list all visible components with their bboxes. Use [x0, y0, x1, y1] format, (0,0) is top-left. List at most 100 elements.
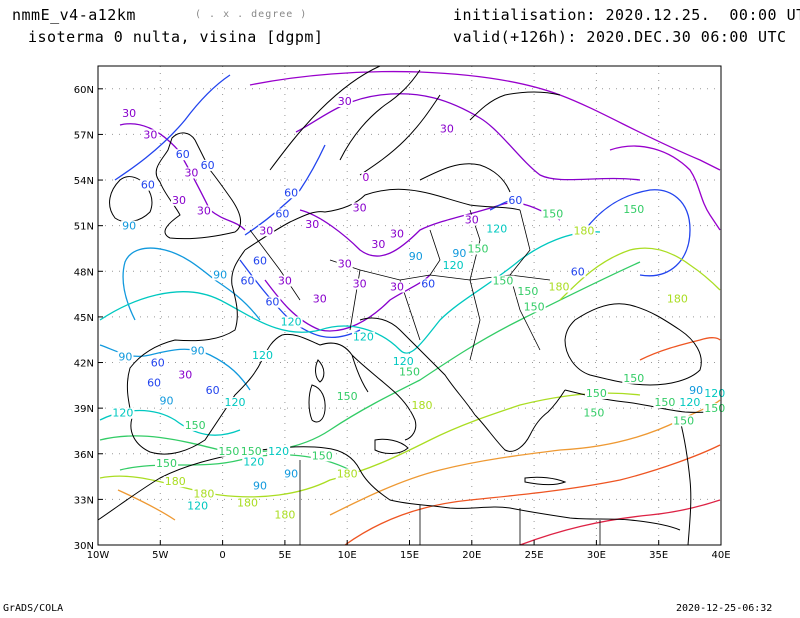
contour-label: 60: [265, 296, 279, 309]
contour-label: 30: [278, 274, 292, 287]
map-frame-bg: [98, 66, 721, 545]
valid-time: valid(+126h): 2020.DEC.30 06:00 UTC: [453, 28, 787, 46]
coast-norway: [269, 65, 421, 171]
contour-label-bg: [582, 407, 606, 419]
contour-label: 120: [443, 259, 464, 272]
contour-label-bg: [304, 219, 321, 231]
lat-tick-label: 30N: [74, 541, 94, 552]
lon-tick-label: 0: [219, 550, 225, 561]
contour-label-bg: [139, 179, 156, 191]
lat-tick-label: 51N: [74, 222, 94, 233]
contour-label: 180: [549, 281, 570, 294]
contour-label-bg: [121, 108, 138, 120]
contour-label-bg: [239, 275, 256, 287]
lon-tick-label: 5W: [152, 550, 168, 561]
contour-label-bg: [335, 468, 359, 480]
contour-label: 150: [492, 274, 513, 287]
contour-label: 150: [468, 243, 489, 256]
contour-label: 120: [486, 223, 507, 236]
contour-label-bg: [672, 415, 696, 427]
contour-label-bg: [351, 202, 368, 214]
contour-30-alps: [264, 274, 431, 332]
contour-label-bg: [251, 480, 268, 492]
axis-tick-labels: 10W 5W 0 5E 10E 15E 20E 25E 30E 35E 40E 60N 57N 54N 51…: [74, 85, 731, 561]
contour-label-bg: [516, 286, 540, 298]
contour-label-bg: [336, 258, 353, 270]
contour-label-bg: [142, 129, 159, 141]
contour-label: 90: [452, 247, 466, 260]
contour-label-bg: [351, 278, 368, 290]
contour-label: 120: [225, 396, 246, 409]
contour-label: 90: [122, 220, 136, 233]
contour-label-bg: [622, 372, 646, 384]
contour-label-bg: [451, 248, 468, 260]
contour-label-bg: [441, 260, 465, 272]
lon-tick-label: 10E: [338, 550, 357, 561]
coast-finland: [469, 91, 561, 121]
contour-label: 120: [252, 349, 273, 362]
contour-label-bg: [111, 407, 135, 419]
contour-label: 180: [337, 468, 358, 481]
coast-levant: [679, 419, 692, 546]
contour-label: 150: [542, 208, 563, 221]
contour-label-bg: [264, 296, 281, 308]
contour-label: 120: [268, 445, 289, 458]
contour-label: 90: [409, 250, 423, 263]
contour-label: 180: [237, 496, 258, 509]
contour-label-bg: [491, 275, 515, 287]
contour-label: 30: [143, 128, 157, 141]
contour-label: 60: [241, 274, 255, 287]
projection-note: ( . x . degree ): [195, 9, 308, 20]
field-title: isoterma 0 nulta, visina [dgpm]: [28, 28, 324, 46]
coast-black-sea: [564, 303, 702, 386]
contour-label-bg: [170, 194, 187, 206]
contour-label: 30: [353, 277, 367, 290]
contour-label-bg: [155, 457, 179, 469]
contour-label: 180: [165, 475, 186, 488]
contour-label: 150: [704, 402, 725, 415]
contour-label: 180: [573, 224, 594, 237]
contour-label-bg: [146, 377, 163, 389]
contour-240: [344, 444, 721, 546]
contour-label-bg: [274, 208, 291, 220]
contour-label: 30: [338, 95, 352, 108]
contour-label-bg: [547, 281, 571, 293]
contour-label: 90: [213, 268, 227, 281]
contour-label: 60: [147, 376, 161, 389]
contour-label: 180: [667, 293, 688, 306]
contour-label: 90: [689, 384, 703, 397]
contour-label: 60: [253, 255, 267, 268]
contour-label-bg: [163, 476, 187, 488]
contour-label: 60: [201, 159, 215, 172]
contour-label-bg: [258, 225, 275, 237]
contour-label: 30: [259, 224, 273, 237]
model-title: nmmE_v4-a12km: [12, 6, 136, 24]
contour-label-bg: [572, 225, 596, 237]
contour-label: 120: [704, 387, 725, 400]
contour-label: 150: [312, 449, 333, 462]
lat-tick-label: 39N: [74, 404, 94, 415]
contour-label-bg: [361, 172, 371, 184]
contour-label-bg: [351, 331, 375, 343]
contour-label-bg: [622, 203, 646, 215]
coast-italy: [281, 333, 417, 441]
coast-sicily: [374, 438, 409, 454]
contour-60-atlantic: [114, 74, 231, 181]
coast-adriatic: [359, 317, 476, 416]
contour-label: 60: [141, 179, 155, 192]
contour-label: 60: [284, 186, 298, 199]
contour-label-bg: [217, 445, 241, 457]
contour-label: 150: [517, 285, 538, 298]
contour-label: 30: [353, 201, 367, 214]
contour-label-bg: [336, 96, 353, 108]
contour-label: 150: [156, 457, 177, 470]
axis-ticks: [97, 88, 722, 546]
contour-label-bg: [370, 238, 387, 250]
contour-label-bg: [653, 397, 677, 409]
contour-label-bg: [466, 243, 490, 255]
contour-label-bg: [183, 167, 200, 179]
contour-label-bg: [463, 214, 480, 226]
contour-label: 150: [623, 203, 644, 216]
contour-label: 150: [185, 419, 206, 432]
